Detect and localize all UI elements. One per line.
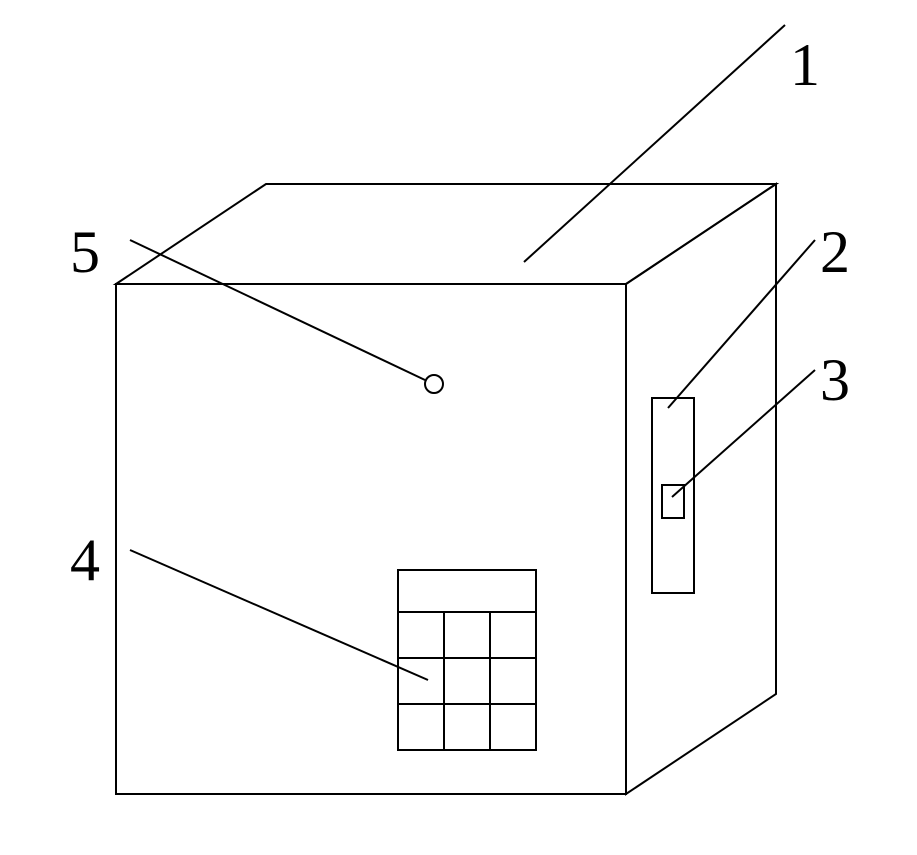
right-face: [626, 184, 776, 794]
leader-line-4: [130, 550, 428, 680]
device-body: [116, 184, 776, 794]
front-face: [116, 284, 626, 794]
keypad-outline: [398, 570, 536, 750]
leader-line-5: [130, 240, 425, 380]
callout-label-5: 5: [70, 219, 100, 285]
callout-label-4: 4: [70, 527, 100, 593]
callout-label-2: 2: [820, 219, 850, 285]
leader-line-2: [668, 240, 815, 408]
leader-line-1: [524, 25, 785, 262]
top-face: [116, 184, 776, 284]
diagram-svg: 1 5 2 3 4: [0, 0, 917, 855]
callout-label-3: 3: [820, 347, 850, 413]
indicator-hole: [425, 375, 443, 393]
callout-label-1: 1: [790, 32, 820, 98]
